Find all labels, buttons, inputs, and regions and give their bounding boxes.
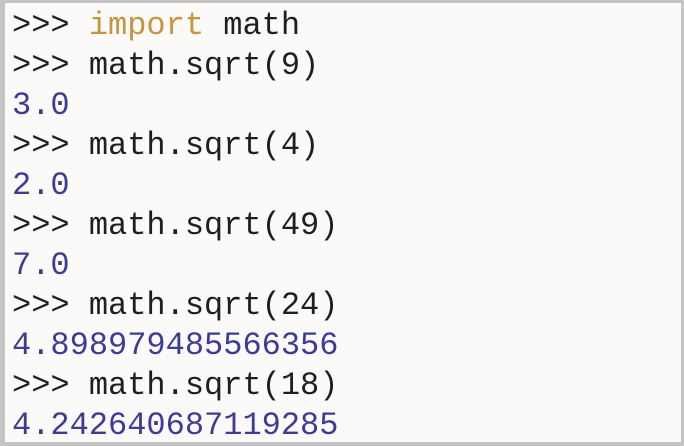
code-text: math.sqrt(24): [88, 287, 339, 324]
shell-input-line: >>> math.sqrt(9): [12, 46, 681, 86]
keyword-import: import: [88, 7, 205, 44]
shell-output-line: 4.242640687119285: [12, 406, 681, 444]
shell-output-line: 7.0: [12, 246, 681, 286]
output-value: 2.0: [12, 167, 70, 204]
shell-prompt: >>>: [12, 127, 89, 164]
shell-output-line: 2.0: [12, 166, 681, 206]
output-value: 3.0: [12, 87, 70, 124]
shell-prompt: >>>: [12, 367, 89, 404]
shell-input-line: >>> math.sqrt(18): [12, 366, 681, 406]
code-text: math.sqrt(9): [88, 47, 320, 84]
shell-prompt: >>>: [12, 47, 89, 84]
shell-output-line: 4.898979485566356: [12, 326, 681, 366]
shell-input-line: >>> math.sqrt(49): [12, 206, 681, 246]
shell-prompt: >>>: [12, 207, 89, 244]
shell-prompt: >>>: [12, 7, 89, 44]
code-text: math: [204, 7, 301, 44]
shell-output-line: 3.0: [12, 86, 681, 126]
shell-input-line: >>> math.sqrt(24): [12, 286, 681, 326]
shell-input-line: >>> import math: [12, 6, 681, 46]
code-text: math.sqrt(18): [88, 367, 339, 404]
shell-prompt: >>>: [12, 287, 89, 324]
output-value: 4.898979485566356: [12, 327, 339, 364]
code-text: math.sqrt(49): [88, 207, 339, 244]
output-value: 4.242640687119285: [12, 407, 339, 444]
shell-input-line: >>> math.sqrt(4): [12, 126, 681, 166]
output-value: 7.0: [12, 247, 70, 284]
code-text: math.sqrt(4): [88, 127, 320, 164]
